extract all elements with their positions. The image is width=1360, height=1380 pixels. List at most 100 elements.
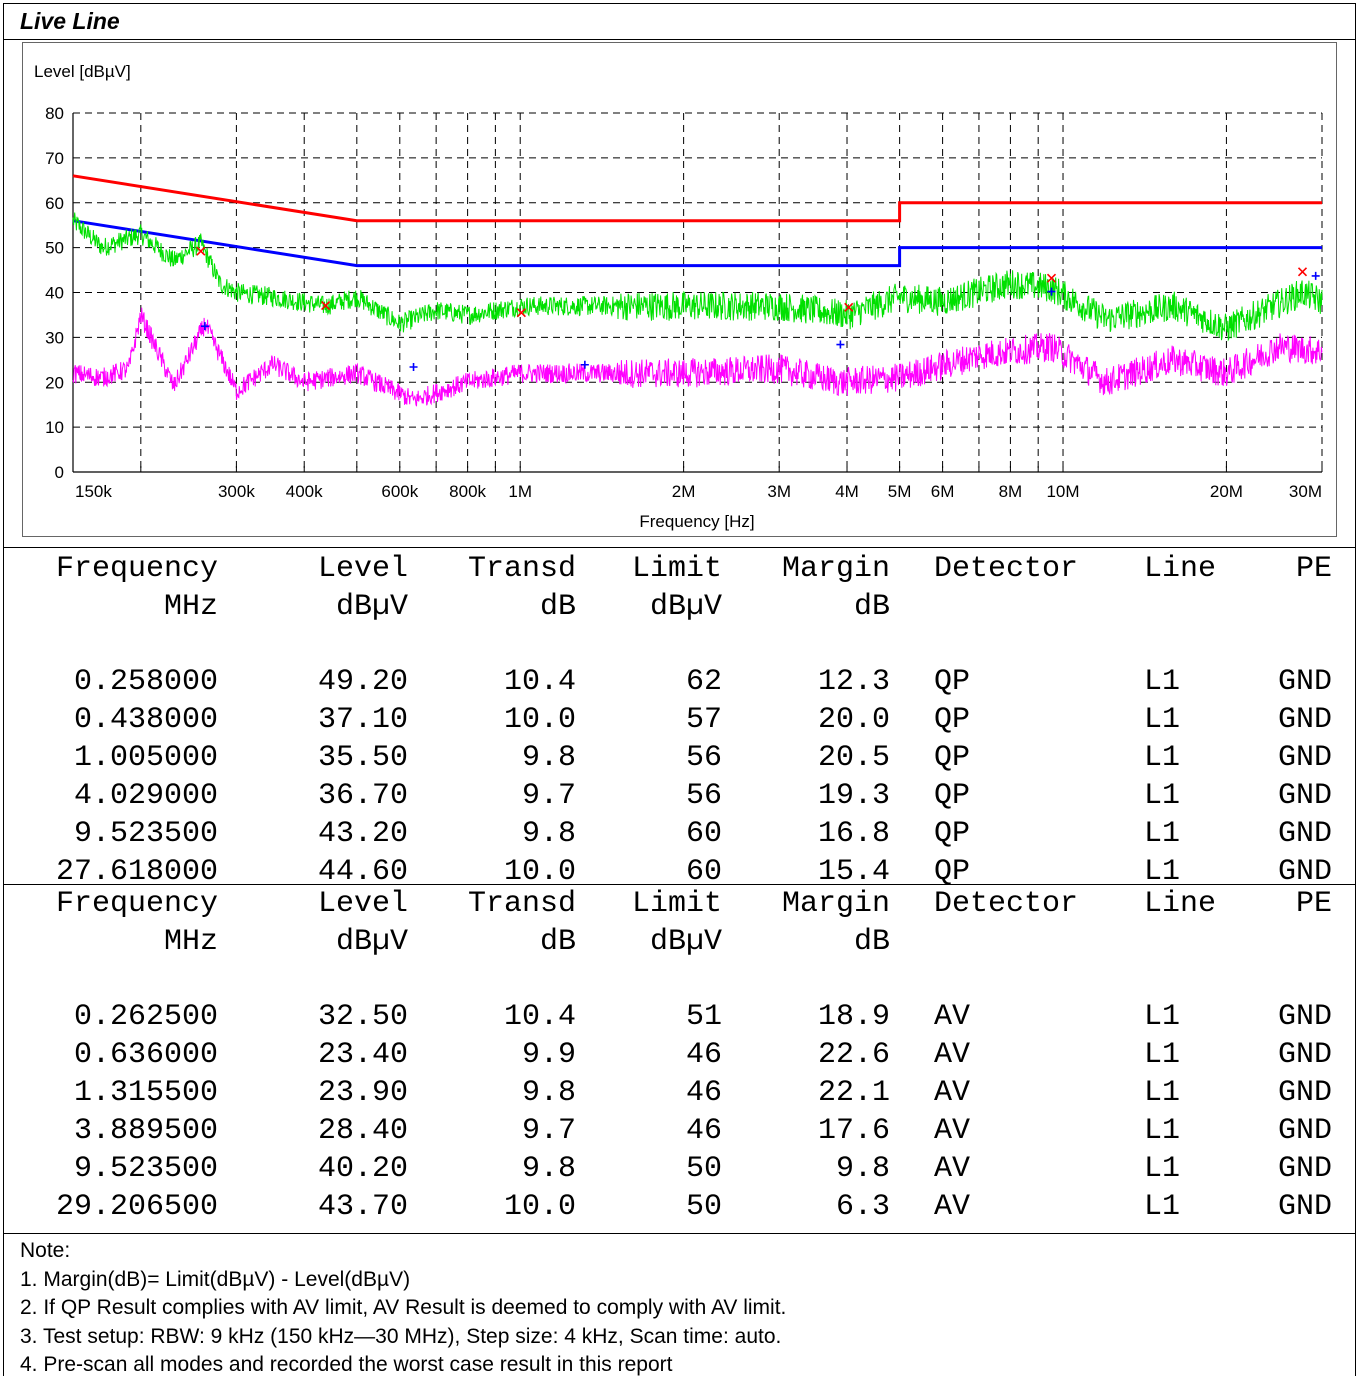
table-row: 4.029000 36.70 9.7 56 19.3 QP L1 GND xyxy=(0,777,1360,815)
y-axis-label: Level [dBµV] xyxy=(34,62,131,81)
column-unit-level: dBµV xyxy=(335,590,408,624)
table-header-row: Frequency Level Transd Limit Margin Detector L… xyxy=(0,885,1360,923)
cell-frequency: 9.523500 xyxy=(73,1152,218,1186)
column-unit-frequency: MHz xyxy=(163,925,218,959)
column-header-frequency: Frequency xyxy=(55,552,218,586)
cell-detector: QP xyxy=(934,817,971,851)
note-item: 3. Test setup: RBW: 9 kHz (150 kHz—30 MH… xyxy=(20,1324,782,1348)
av-peak-marker xyxy=(1311,271,1320,280)
cell-transd: 9.8 xyxy=(521,817,576,851)
y-tick-label: 60 xyxy=(45,194,64,213)
cell-level: 36.70 xyxy=(317,779,408,813)
x-tick-label: 20M xyxy=(1210,482,1243,501)
qp-peak-marker xyxy=(321,300,331,311)
cell-limit: 62 xyxy=(685,665,722,699)
cell-level: 43.70 xyxy=(317,1190,408,1224)
cell-level: 28.40 xyxy=(317,1114,408,1148)
cell-frequency: 0.258000 xyxy=(73,665,218,699)
cell-limit: 56 xyxy=(685,779,722,813)
cell-transd: 9.9 xyxy=(521,1038,576,1072)
table-unit-row: MHz dBµV dB dBµV dB xyxy=(0,588,1360,626)
divider xyxy=(3,547,1356,548)
column-unit-limit: dBµV xyxy=(649,590,722,624)
cell-pe: GND xyxy=(1277,1038,1332,1072)
cell-transd: 9.7 xyxy=(521,779,576,813)
cell-level: 40.20 xyxy=(317,1152,408,1186)
page-title: Live Line xyxy=(20,8,120,34)
cell-frequency: 4.029000 xyxy=(73,779,218,813)
column-header-limit: Limit xyxy=(631,887,722,921)
table-row: 9.523500 40.20 9.8 50 9.8 AV L1 GND xyxy=(0,1150,1360,1188)
cell-frequency: 9.523500 xyxy=(73,817,218,851)
cell-level: 35.50 xyxy=(317,741,408,775)
cell-level: 32.50 xyxy=(317,1000,408,1034)
trace-av_trace xyxy=(72,307,1323,407)
x-tick-label: 4M xyxy=(835,482,859,501)
x-tick-label: 600k xyxy=(381,482,418,501)
table-row: 0.636000 23.40 9.9 46 22.6 AV L1 GND xyxy=(0,1036,1360,1074)
cell-line: L1 xyxy=(1144,1114,1181,1148)
cell-frequency: 1.005000 xyxy=(73,741,218,775)
cell-frequency: 3.889500 xyxy=(73,1114,218,1148)
cell-margin: 22.1 xyxy=(817,1076,890,1110)
cell-detector: AV xyxy=(934,1000,971,1034)
cell-detector: QP xyxy=(934,703,971,737)
table-row: 1.005000 35.50 9.8 56 20.5 QP L1 GND xyxy=(0,739,1360,777)
cell-pe: GND xyxy=(1277,1152,1332,1186)
cell-limit: 60 xyxy=(685,817,722,851)
cell-level: 44.60 xyxy=(317,855,408,889)
cell-line: L1 xyxy=(1144,1076,1181,1110)
limit-line-qp_limit xyxy=(72,174,1322,223)
cell-line: L1 xyxy=(1144,817,1181,851)
cell-limit: 60 xyxy=(685,855,722,889)
table-row: 29.206500 43.70 10.0 50 6.3 AV L1 GND xyxy=(0,1188,1360,1226)
y-tick-label: 10 xyxy=(45,418,64,437)
table-unit-row: MHz dBµV dB dBµV dB xyxy=(0,923,1360,961)
av-peak-marker xyxy=(580,360,589,369)
note-item: 1. Margin(dB)= Limit(dBµV) - Level(dBµV) xyxy=(20,1267,411,1291)
cell-margin: 15.4 xyxy=(817,855,890,889)
cell-detector: AV xyxy=(934,1038,971,1072)
column-unit-transd: dB xyxy=(539,925,576,959)
y-tick-label: 40 xyxy=(45,284,64,303)
cell-line: L1 xyxy=(1144,1152,1181,1186)
qp-peak-marker xyxy=(1297,267,1308,277)
cell-limit: 46 xyxy=(685,1076,722,1110)
cell-level: 43.20 xyxy=(317,817,408,851)
x-tick-label: 6M xyxy=(931,482,955,501)
x-tick-label: 5M xyxy=(888,482,912,501)
qp-peak-marker xyxy=(516,308,526,318)
x-tick-label: 10M xyxy=(1046,482,1079,501)
cell-margin: 16.8 xyxy=(817,817,890,851)
table-row: 27.618000 44.60 10.0 60 15.4 QP L1 GND xyxy=(0,853,1360,891)
cell-frequency: 0.438000 xyxy=(73,703,218,737)
cell-line: L1 xyxy=(1144,741,1181,775)
cell-transd: 9.7 xyxy=(521,1114,576,1148)
cell-margin: 12.3 xyxy=(817,665,890,699)
cell-margin: 20.5 xyxy=(817,741,890,775)
cell-transd: 10.4 xyxy=(503,665,576,699)
av-peak-marker xyxy=(836,340,845,349)
report-sheet xyxy=(3,3,1356,1376)
x-tick-label: 300k xyxy=(218,482,255,501)
notes: Note: 1. Margin(dB)= Limit(dBµV) - Level… xyxy=(20,1237,786,1380)
column-header-detector: Detector xyxy=(934,552,1079,586)
cell-margin: 19.3 xyxy=(817,779,890,813)
table-row: 0.262500 32.50 10.4 51 18.9 AV L1 GND xyxy=(0,998,1360,1036)
table-row: 9.523500 43.20 9.8 60 16.8 QP L1 GND xyxy=(0,815,1360,853)
y-tick-label: 20 xyxy=(45,373,64,392)
column-unit-frequency: MHz xyxy=(163,590,218,624)
cell-line: L1 xyxy=(1144,855,1181,889)
cell-detector: AV xyxy=(934,1190,971,1224)
cell-frequency: 0.636000 xyxy=(73,1038,218,1072)
cell-margin: 17.6 xyxy=(817,1114,890,1148)
cell-detector: QP xyxy=(934,855,971,889)
cell-pe: GND xyxy=(1277,1190,1332,1224)
x-tick-label: 800k xyxy=(449,482,486,501)
cell-line: L1 xyxy=(1144,1000,1181,1034)
cell-level: 23.90 xyxy=(317,1076,408,1110)
x-tick-label: 8M xyxy=(999,482,1023,501)
cell-pe: GND xyxy=(1277,855,1332,889)
cell-detector: AV xyxy=(934,1076,971,1110)
cell-margin: 20.0 xyxy=(817,703,890,737)
